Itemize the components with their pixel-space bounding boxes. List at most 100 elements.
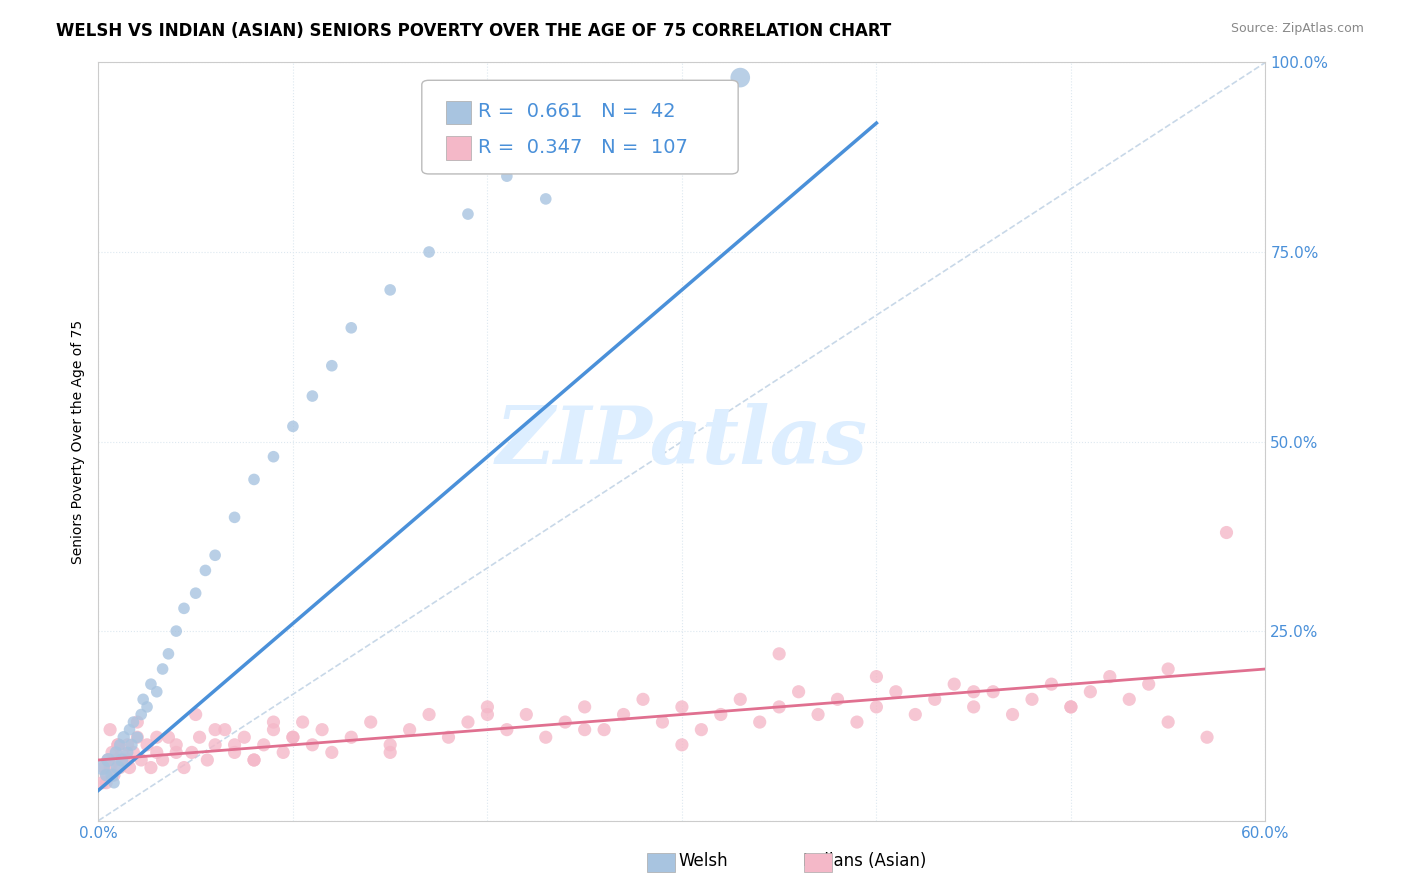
Point: [204, 723, 226, 737]
Point: [281, 419, 304, 434]
Point: [380, 283, 402, 297]
Point: [107, 738, 129, 752]
Point: [1001, 707, 1024, 722]
Text: WELSH VS INDIAN (ASIAN) SENIORS POVERTY OVER THE AGE OF 75 CORRELATION CHART: WELSH VS INDIAN (ASIAN) SENIORS POVERTY …: [56, 22, 891, 40]
Point: [651, 131, 673, 145]
Point: [96, 776, 118, 790]
Point: [380, 746, 402, 760]
Text: R =  0.347   N =  107: R = 0.347 N = 107: [478, 137, 688, 157]
Point: [1060, 699, 1083, 714]
Point: [865, 699, 887, 714]
Point: [271, 746, 294, 760]
Point: [184, 707, 207, 722]
Point: [574, 699, 596, 714]
Point: [534, 730, 557, 744]
Point: [291, 715, 314, 730]
Point: [301, 738, 323, 752]
Point: [117, 753, 139, 767]
Point: [1080, 685, 1102, 699]
Point: [1195, 730, 1218, 744]
Point: [1021, 692, 1043, 706]
Point: [787, 685, 810, 699]
Point: [112, 730, 135, 744]
Point: [127, 730, 149, 744]
Point: [846, 715, 869, 730]
Point: [97, 753, 120, 767]
Point: [173, 601, 195, 615]
Point: [360, 715, 382, 730]
Point: [165, 738, 187, 752]
Point: [165, 746, 187, 760]
Point: [534, 192, 557, 206]
Text: R =  0.661   N =  42: R = 0.661 N = 42: [478, 102, 676, 121]
Point: [1060, 699, 1083, 714]
Point: [184, 586, 207, 600]
Point: [96, 768, 118, 782]
Point: [398, 723, 420, 737]
Point: [233, 730, 256, 744]
Point: [690, 723, 713, 737]
Point: [281, 730, 304, 744]
Point: [340, 320, 363, 334]
Point: [943, 677, 966, 691]
Point: [122, 746, 145, 760]
Point: [121, 738, 143, 752]
Point: [457, 207, 479, 221]
Point: [122, 715, 145, 730]
Point: [1157, 662, 1180, 676]
Point: [321, 359, 343, 373]
Point: [1040, 677, 1063, 691]
Point: [101, 768, 124, 782]
Point: [262, 450, 284, 464]
Point: [924, 692, 946, 706]
Point: [380, 738, 402, 752]
Text: Indians (Asian): Indians (Asian): [803, 852, 927, 870]
Point: [437, 730, 460, 744]
Point: [253, 738, 276, 752]
Point: [104, 746, 127, 760]
Point: [574, 723, 596, 737]
Point: [136, 738, 159, 752]
Point: [146, 730, 169, 744]
Point: [671, 738, 693, 752]
Point: [262, 715, 284, 730]
Point: [496, 723, 519, 737]
Point: [301, 389, 323, 403]
Point: [118, 723, 141, 737]
Point: [157, 730, 180, 744]
Point: [262, 723, 284, 737]
Point: [152, 662, 174, 676]
Point: [554, 715, 576, 730]
Point: [730, 692, 752, 706]
Point: [1215, 525, 1237, 540]
Point: [748, 715, 770, 730]
Point: [243, 753, 266, 767]
Point: [165, 624, 187, 639]
Point: [108, 738, 131, 752]
Point: [204, 738, 226, 752]
Point: [112, 753, 135, 767]
Point: [104, 753, 127, 767]
Point: [865, 669, 887, 683]
Point: [311, 723, 333, 737]
Point: [457, 715, 479, 730]
Point: [651, 715, 673, 730]
Point: [981, 685, 1004, 699]
Point: [593, 146, 616, 161]
Point: [129, 753, 152, 767]
Point: [1098, 669, 1121, 683]
Point: [139, 760, 162, 774]
Point: [962, 699, 984, 714]
Point: [107, 738, 129, 752]
Point: [321, 746, 343, 760]
Text: ZIPatlas: ZIPatlas: [496, 403, 868, 480]
Point: [117, 738, 139, 752]
Point: [807, 707, 830, 722]
Point: [93, 760, 115, 774]
Point: [281, 730, 304, 744]
Point: [768, 699, 790, 714]
Point: [111, 753, 134, 767]
Point: [127, 715, 149, 730]
Text: Source: ZipAtlas.com: Source: ZipAtlas.com: [1230, 22, 1364, 36]
Point: [195, 753, 218, 767]
